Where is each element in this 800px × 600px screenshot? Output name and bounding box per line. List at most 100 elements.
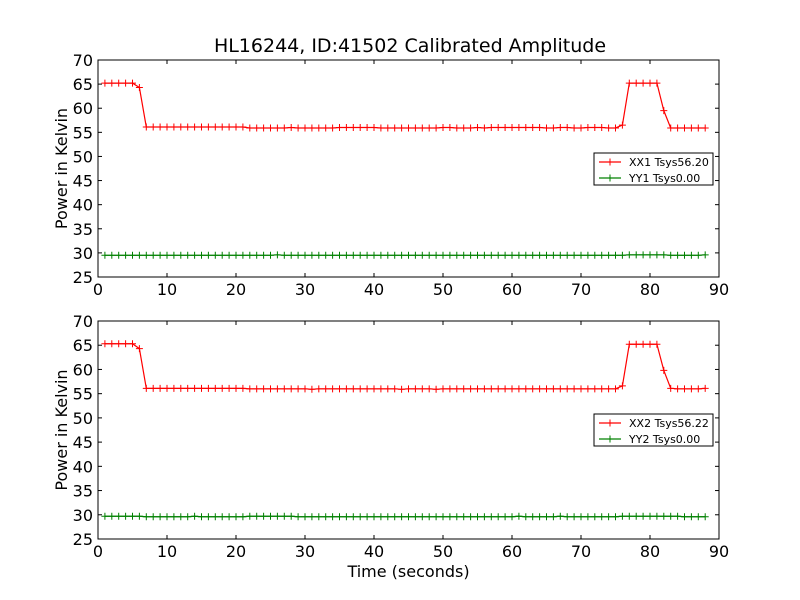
data-point bbox=[232, 251, 240, 259]
data-point bbox=[570, 124, 578, 132]
data-point bbox=[570, 513, 578, 521]
data-point bbox=[543, 124, 550, 132]
plot-bottom-frame bbox=[97, 320, 720, 540]
data-point bbox=[646, 512, 654, 520]
y-tick-label: 50 bbox=[73, 409, 93, 428]
data-point bbox=[163, 123, 171, 131]
data-point bbox=[556, 512, 564, 520]
legend-marker bbox=[606, 158, 614, 166]
data-point bbox=[522, 124, 530, 132]
data-point bbox=[425, 124, 433, 132]
data-point bbox=[501, 513, 509, 521]
data-point bbox=[322, 513, 330, 521]
data-point bbox=[625, 512, 633, 520]
plot-bottom-ticks: 0 10 20 30 40 50 60 70 80 90 25 30 35 40 45 50 55 60 65 70 bbox=[73, 312, 730, 561]
data-point bbox=[591, 124, 599, 132]
data-point bbox=[639, 340, 647, 348]
data-point bbox=[329, 513, 337, 521]
data-point bbox=[563, 124, 571, 132]
data-point bbox=[356, 385, 364, 393]
data-point bbox=[687, 124, 695, 132]
data-point bbox=[487, 251, 495, 259]
data-point bbox=[632, 340, 640, 348]
data-point bbox=[101, 251, 109, 259]
data-point bbox=[398, 385, 406, 393]
data-point bbox=[543, 251, 550, 259]
x-tick-label: 10 bbox=[157, 542, 177, 561]
plot-bottom: 0 10 20 30 40 50 60 70 80 9025303540455055606570 … bbox=[52, 312, 729, 581]
data-point bbox=[342, 124, 350, 132]
data-point bbox=[474, 124, 481, 132]
data-point bbox=[377, 385, 385, 393]
data-point bbox=[467, 513, 475, 521]
y-tick-label: 65 bbox=[73, 75, 93, 94]
data-point bbox=[522, 385, 530, 393]
data-point bbox=[515, 385, 523, 393]
data-point bbox=[556, 124, 564, 132]
legend-box bbox=[593, 413, 714, 447]
data-point bbox=[405, 251, 412, 259]
data-point bbox=[315, 251, 323, 259]
data-point bbox=[246, 385, 254, 393]
data-point bbox=[218, 384, 226, 392]
data-point bbox=[342, 251, 350, 259]
data-point bbox=[287, 251, 295, 259]
plot-top-ticks: 0 10 20 30 40 50 60 70 80 90 25 30 35 40 45 50 55 60 65 70 bbox=[73, 51, 730, 299]
data-point bbox=[177, 123, 185, 131]
data-point bbox=[142, 123, 150, 131]
data-point bbox=[460, 124, 468, 132]
data-point bbox=[246, 512, 254, 520]
data-point bbox=[474, 251, 481, 259]
data-point bbox=[432, 385, 440, 393]
data-point bbox=[149, 123, 157, 131]
data-point bbox=[301, 251, 309, 259]
data-point bbox=[529, 513, 537, 521]
data-point bbox=[315, 124, 323, 132]
data-point bbox=[398, 513, 406, 521]
data-point bbox=[674, 512, 682, 520]
x-tick-label: 20 bbox=[226, 280, 246, 299]
data-point bbox=[632, 251, 640, 259]
data-point bbox=[584, 251, 592, 259]
data-point bbox=[536, 124, 544, 132]
data-point bbox=[370, 124, 378, 132]
data-point bbox=[308, 513, 316, 521]
data-point bbox=[122, 79, 130, 87]
y-tick-label: 60 bbox=[73, 99, 93, 118]
x-tick-label: 30 bbox=[295, 542, 315, 561]
x-tick-label: 60 bbox=[502, 542, 522, 561]
data-point bbox=[149, 384, 157, 392]
legend-label: YY2 Tsys0.00 bbox=[628, 433, 700, 446]
data-point bbox=[322, 251, 330, 259]
x-tick-label: 40 bbox=[364, 542, 384, 561]
data-point bbox=[681, 251, 688, 259]
data-point bbox=[273, 251, 281, 259]
data-point bbox=[267, 124, 274, 132]
data-point bbox=[384, 385, 392, 393]
data-point bbox=[267, 512, 274, 520]
data-point bbox=[370, 251, 378, 259]
data-point bbox=[260, 124, 268, 132]
data-point bbox=[605, 385, 613, 393]
data-point bbox=[701, 513, 709, 521]
data-point bbox=[425, 513, 433, 521]
data-point bbox=[591, 251, 599, 259]
data-point bbox=[101, 79, 109, 87]
data-point bbox=[122, 340, 130, 348]
data-point bbox=[577, 385, 585, 393]
data-point bbox=[467, 124, 475, 132]
data-point bbox=[439, 251, 447, 259]
data-point bbox=[411, 251, 419, 259]
data-point bbox=[115, 79, 123, 87]
y-tick-label: 70 bbox=[73, 312, 93, 331]
data-point bbox=[156, 384, 164, 392]
data-point bbox=[198, 384, 205, 392]
data-point bbox=[115, 251, 123, 259]
data-point bbox=[577, 251, 585, 259]
data-point bbox=[129, 340, 136, 348]
x-tick-label: 80 bbox=[640, 280, 660, 299]
data-point bbox=[370, 385, 378, 393]
data-point bbox=[280, 251, 288, 259]
data-point bbox=[605, 513, 613, 521]
data-point bbox=[432, 251, 440, 259]
